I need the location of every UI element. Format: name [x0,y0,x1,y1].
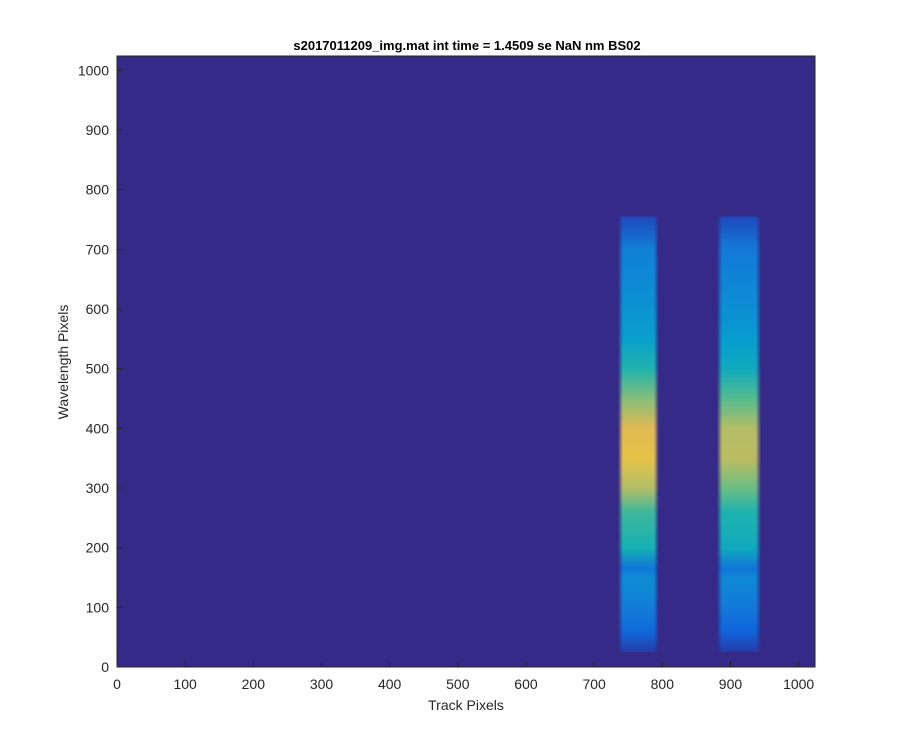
x-tick-label: 700 [582,676,606,692]
x-tick-label: 200 [242,676,266,692]
x-tick-label: 900 [719,676,743,692]
spectral-band-1 [618,216,659,653]
x-tick-label: 1000 [783,676,814,692]
y-tick-label: 100 [86,599,110,615]
y-tick-label: 1000 [78,62,109,78]
plot-area [117,56,815,667]
y-tick-label: 900 [86,122,110,138]
x-tick-label: 0 [113,676,121,692]
heatmap-background [117,56,815,667]
y-tick-label: 0 [101,659,109,675]
x-tick-label: 300 [310,676,334,692]
y-tick-label: 300 [86,480,110,496]
x-tick-label: 800 [651,676,675,692]
x-tick-label: 500 [446,676,470,692]
x-axis-label: Track Pixels [428,697,504,713]
x-tick-label: 400 [378,676,402,692]
y-tick-label: 200 [86,540,110,556]
y-axis-label: Wavelength Pixels [55,305,71,420]
x-tick-label: 100 [173,676,197,692]
y-tick-label: 800 [86,182,110,198]
y-tick-label: 500 [86,361,110,377]
x-tick-label: 600 [514,676,538,692]
spectral-band-2 [716,216,762,653]
axes-box [116,55,816,668]
axes: 0 100 200 300 400 500 600 700 800 900 1000 0 100 200 3… [78,55,816,692]
y-tick-label: 600 [86,301,110,317]
y-tick-label: 700 [86,241,110,257]
y-tick-label: 400 [86,420,110,436]
chart-title: s2017011209_img.mat int time = 1.4509 se… [293,38,640,53]
